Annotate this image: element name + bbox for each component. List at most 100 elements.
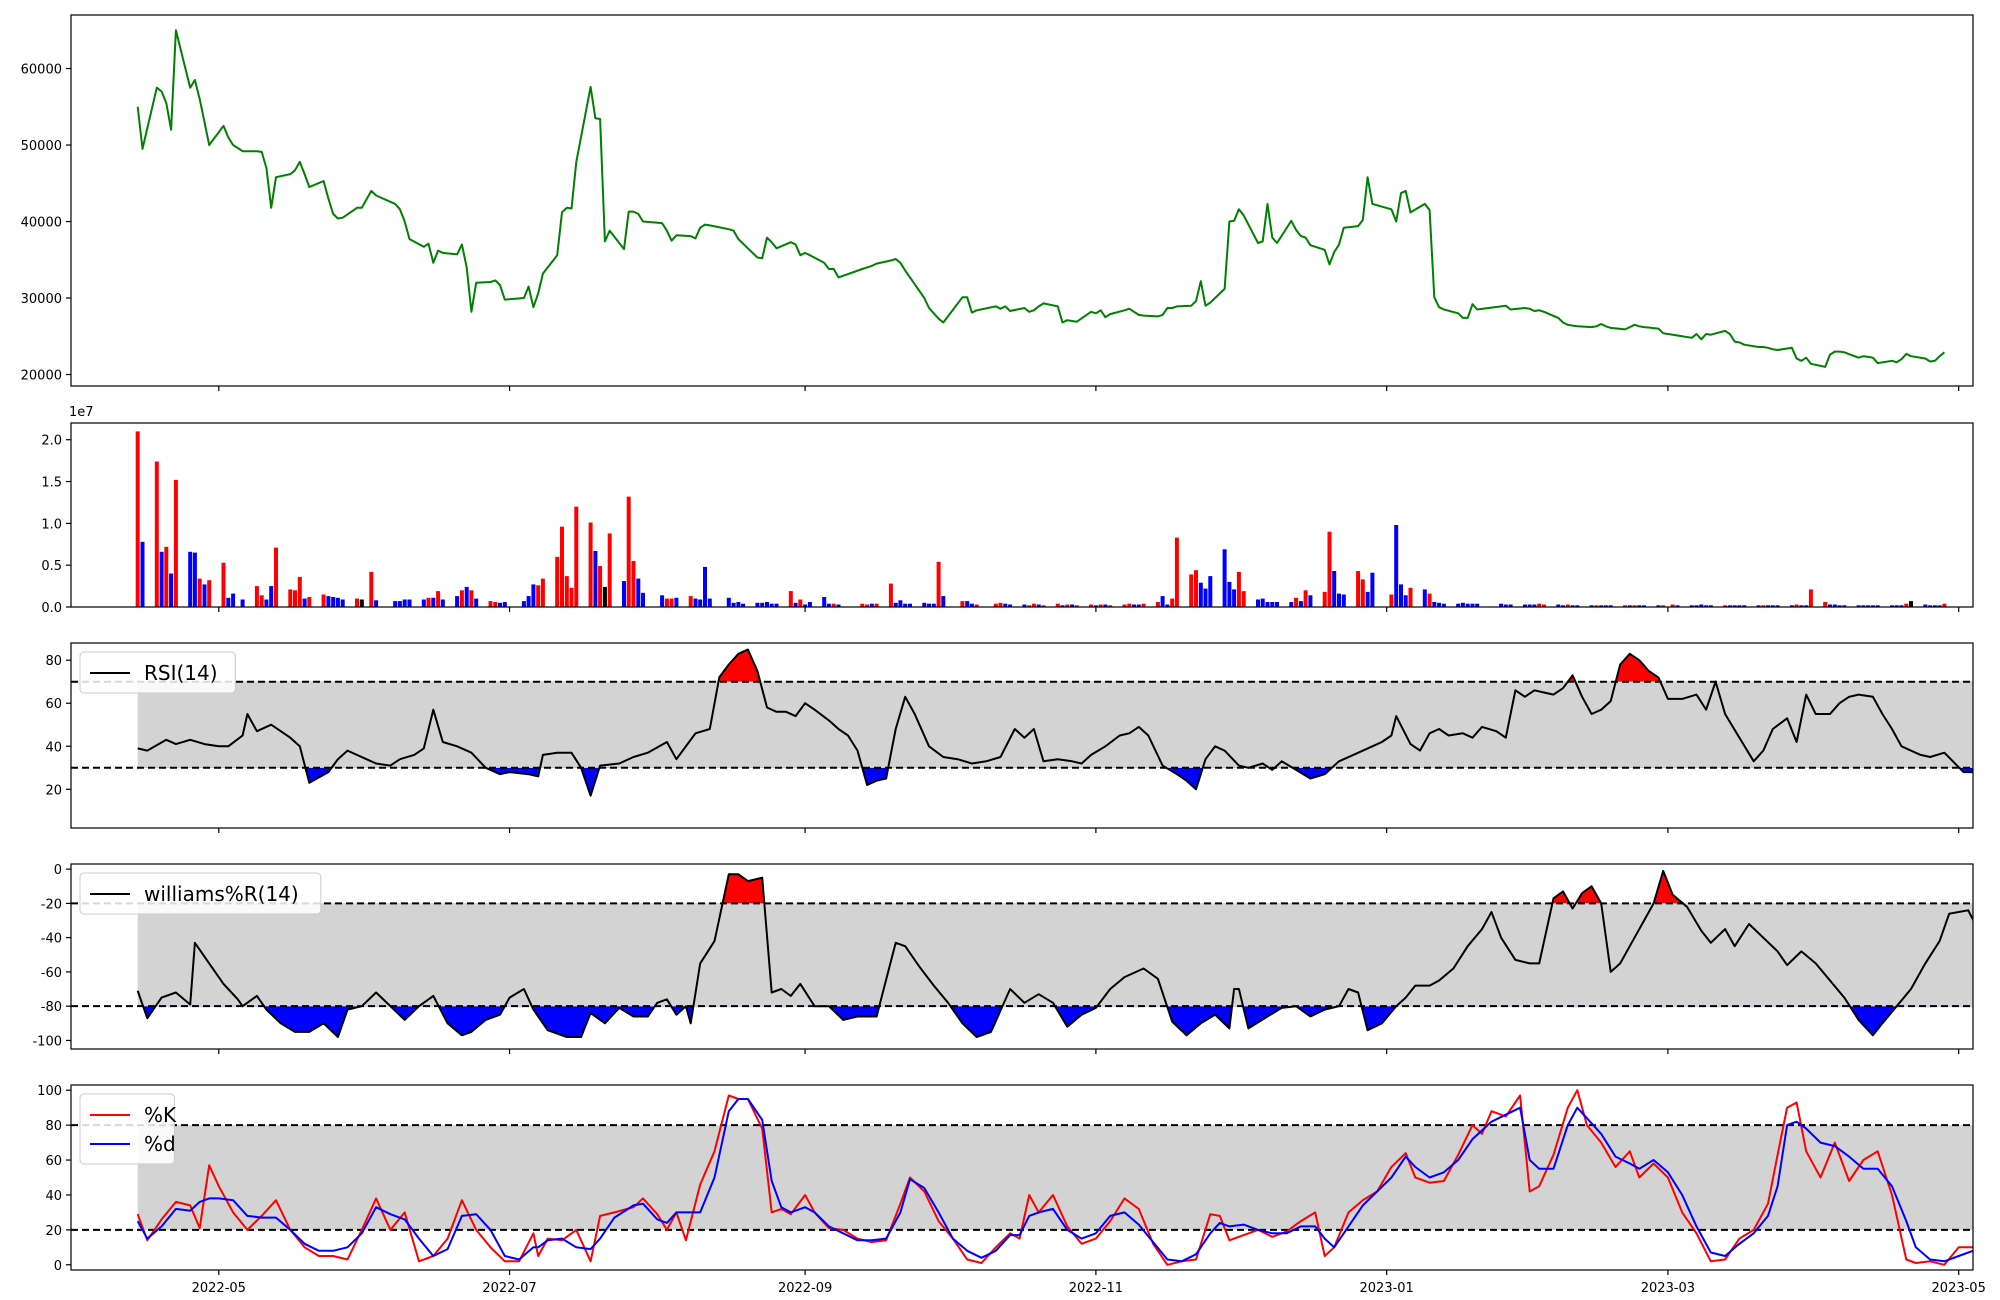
volume-bar bbox=[707, 598, 712, 607]
volume-bar bbox=[1761, 605, 1766, 607]
volume-bar bbox=[1422, 589, 1427, 607]
volume-bar bbox=[1794, 604, 1799, 607]
volume-bar bbox=[154, 461, 159, 607]
williams-y-tick-label: 0 bbox=[54, 863, 62, 878]
volume-bar bbox=[1775, 605, 1780, 607]
volume-bar bbox=[636, 578, 641, 607]
volume-bar bbox=[488, 601, 493, 607]
stochastic-legend-label: %d bbox=[144, 1132, 176, 1156]
volume-bar bbox=[540, 578, 545, 607]
volume-bar bbox=[1399, 584, 1403, 607]
volume-bar bbox=[135, 431, 140, 607]
price-y-tick-label: 20000 bbox=[21, 369, 62, 384]
volume-bar bbox=[264, 599, 269, 607]
volume-bar bbox=[688, 596, 693, 607]
volume-bar bbox=[307, 597, 312, 607]
volume-bar bbox=[927, 603, 931, 607]
stochastic-series-line bbox=[136, 1089, 1973, 1266]
volume-bar bbox=[941, 596, 946, 607]
rsi-plot-area bbox=[71, 648, 1973, 797]
volume-bar bbox=[1008, 604, 1013, 607]
volume-bar bbox=[1842, 605, 1847, 607]
volume-bar bbox=[1499, 603, 1504, 607]
volume-bar bbox=[641, 592, 645, 607]
volume-bar bbox=[1103, 604, 1108, 607]
volume-bar bbox=[1770, 605, 1775, 607]
volume-bar bbox=[1160, 596, 1165, 607]
volume-bar bbox=[340, 599, 345, 607]
volume-bar bbox=[741, 603, 746, 607]
volume-bar bbox=[731, 602, 736, 607]
volume-bar bbox=[1041, 605, 1046, 607]
volume-bar bbox=[1074, 605, 1079, 607]
volume-bar bbox=[1070, 604, 1075, 607]
rsi-axes-frame bbox=[70, 642, 1974, 829]
rsi-legend: RSI(14) bbox=[79, 651, 236, 694]
volume-bar bbox=[1222, 549, 1227, 607]
volume-bar bbox=[602, 586, 607, 607]
stochastic-y-tick-label: 60 bbox=[45, 1154, 62, 1169]
williams-axes-frame bbox=[70, 863, 1974, 1050]
volume-bar bbox=[1828, 604, 1832, 607]
volume-bar bbox=[493, 602, 498, 607]
volume-bar bbox=[998, 602, 1003, 607]
volume-bar bbox=[1704, 605, 1709, 607]
volume-bar bbox=[173, 479, 178, 607]
volume-bar bbox=[1737, 605, 1742, 607]
rsi-series-line bbox=[137, 648, 1973, 797]
volume-bar bbox=[1408, 587, 1413, 607]
stochastic-y-tick-label: 40 bbox=[45, 1189, 62, 1204]
volume-bar bbox=[1689, 605, 1694, 607]
volume-bar bbox=[197, 578, 202, 607]
volume-bar bbox=[860, 603, 865, 607]
volume-bar bbox=[1432, 602, 1437, 607]
volume-bar bbox=[1275, 602, 1279, 607]
volume-bar bbox=[1065, 604, 1070, 607]
volume-bar bbox=[469, 590, 474, 607]
volume-bar bbox=[1632, 605, 1637, 607]
volume-bar bbox=[826, 603, 831, 607]
x-tick-label: 2023-05 bbox=[1932, 1281, 1986, 1296]
volume-bar bbox=[407, 599, 412, 607]
stochastic-axes-frame bbox=[70, 1084, 1974, 1271]
volume-bar bbox=[1456, 603, 1461, 607]
volume-bar bbox=[1360, 579, 1365, 607]
volume-bar bbox=[555, 556, 560, 607]
volume-bar bbox=[1389, 594, 1394, 607]
volume-bar bbox=[931, 603, 936, 607]
price-y-tick-label: 40000 bbox=[21, 216, 62, 231]
volume-bar bbox=[1036, 604, 1041, 607]
volume-bar bbox=[1260, 598, 1265, 607]
volume-bar bbox=[1823, 602, 1828, 607]
williams-oversold-fill bbox=[137, 1006, 1973, 1037]
volume-bar bbox=[1589, 605, 1594, 607]
volume-bar bbox=[793, 602, 798, 607]
price-y-tick-label: 50000 bbox=[21, 139, 62, 154]
williams-legend: williams%R(14) bbox=[79, 872, 322, 915]
volume-bar bbox=[1289, 602, 1294, 607]
volume-bar bbox=[1904, 603, 1909, 607]
rsi-panel: 20 40 60 80 RSI(14) bbox=[45, 642, 1974, 833]
rsi-y-tick-label: 60 bbox=[45, 697, 62, 712]
volume-bar bbox=[755, 602, 760, 607]
volume-bar bbox=[188, 551, 193, 607]
volume-bar bbox=[1732, 605, 1737, 607]
volume-bar bbox=[1808, 589, 1813, 607]
volume-axes-frame bbox=[70, 422, 1974, 608]
volume-bar bbox=[1365, 591, 1370, 607]
x-tick-label: 2022-07 bbox=[482, 1281, 536, 1296]
stochastic-plot-area bbox=[71, 1089, 1973, 1266]
volume-bar bbox=[798, 599, 803, 607]
volume-bar bbox=[1098, 604, 1103, 607]
volume-bar bbox=[874, 603, 879, 607]
volume-bar bbox=[693, 598, 698, 607]
volume-bar bbox=[254, 586, 259, 607]
volume-bar bbox=[1537, 603, 1542, 607]
volume-bar bbox=[1603, 605, 1608, 607]
volume-bar bbox=[1699, 604, 1704, 607]
volume-bar bbox=[1136, 604, 1141, 607]
volume-bar bbox=[1337, 593, 1341, 607]
stochastic-panel: 0 20 40 60 80 100 %K %d bbox=[37, 1084, 1974, 1275]
volume-bar bbox=[1465, 603, 1470, 607]
